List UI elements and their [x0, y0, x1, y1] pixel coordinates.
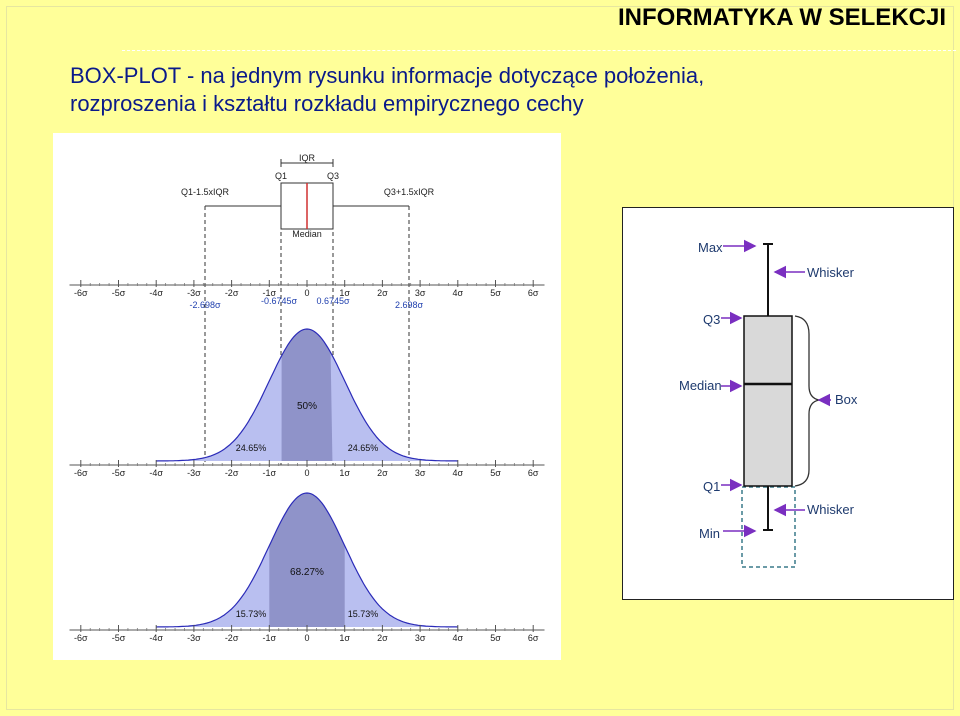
label-box: Box [835, 392, 858, 407]
sigma-axis-bottom: -6σ -5σ -4σ -3σ -2σ -1σ 0 1σ 2σ 3σ 4σ 5σ 6σ [69, 625, 545, 643]
box-brace [794, 315, 820, 487]
sigma-tick-label: 0 [304, 288, 309, 298]
curve2-center-percent: 68.27% [290, 567, 324, 578]
sigma-tick-label: -6σ [74, 288, 88, 298]
sigma-tick-label: 5σ [490, 288, 501, 298]
sigma-tick-label: -1σ [263, 288, 277, 298]
sigma-tick-label: -2σ [225, 633, 239, 643]
sigma-tick-label: 4σ [453, 468, 464, 478]
sigma-tick-label: 3σ [415, 468, 426, 478]
main-box [743, 315, 793, 487]
boxplot-anatomy-svg: Max Whisker Q3 Median Box Q1 Whisker Min [679, 239, 858, 568]
sigma-tick-label: 1σ [339, 288, 350, 298]
sigma-tick-label: 2σ [377, 633, 388, 643]
sigma-tick-label: -3σ [187, 288, 201, 298]
sigma-tick-label: -2σ [225, 288, 239, 298]
sigma-tick-label: -1σ [263, 633, 277, 643]
fence-value-q3: 0.6745σ [316, 296, 350, 306]
sigma-axis-middle: -6σ -5σ -4σ -3σ -2σ -1σ 0 1σ 2σ 3σ 4σ 5σ 6σ [69, 460, 545, 478]
label-median: Median [679, 378, 722, 393]
lower-dashed-box [741, 486, 796, 568]
sigma-axis-top: -6σ -5σ -4σ -3σ -2σ -1σ 0 1σ 2σ 3σ 4σ 5σ 6σ [69, 280, 545, 298]
sigma-tick-label: -5σ [112, 633, 126, 643]
sigma-tick-label: 6σ [528, 633, 539, 643]
iqr-label: IQR [299, 153, 316, 163]
curve-center-band [269, 493, 345, 627]
curve-center-band [281, 329, 333, 461]
fence-value-high: 2.698σ [395, 300, 424, 310]
label-q3: Q3 [703, 312, 720, 327]
sigma-tick-label: -4σ [149, 288, 163, 298]
sigma-tick-label: -6σ [74, 633, 88, 643]
curve1-left-percent: 24.65% [236, 443, 267, 453]
upper-fence-label: Q3+1.5xIQR [384, 187, 435, 197]
sigma-tick-label: -6σ [74, 468, 88, 478]
slide-title-line-1: BOX-PLOT - na jednym rysunku informacje … [70, 63, 705, 88]
sigma-tick-label: 6σ [528, 288, 539, 298]
sigma-tick-label: 1σ [339, 633, 350, 643]
curve1-center-percent: 50% [297, 401, 317, 412]
curve1-right-percent: 24.65% [348, 443, 379, 453]
normal-curve-one-sigma [156, 492, 458, 628]
label-max: Max [698, 240, 723, 255]
sigma-tick-label: 6σ [528, 468, 539, 478]
sigma-tick-label: 1σ [339, 468, 350, 478]
curve2-left-percent: 15.73% [236, 609, 267, 619]
slide-title: BOX-PLOT - na jednym rysunku informacje … [70, 62, 704, 118]
curve-outline [156, 492, 458, 628]
fence-value-q1: -0.6745σ [261, 296, 298, 306]
header-title: INFORMATYKA W SELEKCJI [618, 4, 946, 31]
sigma-tick-label: 0 [304, 633, 309, 643]
label-whisker-bottom: Whisker [807, 502, 855, 517]
sigma-tick-label: -3σ [187, 468, 201, 478]
label-min: Min [699, 526, 720, 541]
sigma-tick-label: -1σ [263, 468, 277, 478]
sigma-tick-label: 2σ [377, 468, 388, 478]
header-divider [122, 50, 956, 51]
mini-boxplot: IQR Q1 Q3 Q1-1.5xIQR Q3+1.5xIQR Median [181, 153, 435, 239]
curve2-right-percent: 15.73% [348, 609, 379, 619]
sigma-tick-label: -5σ [112, 288, 126, 298]
sigma-tick-label: 5σ [490, 468, 501, 478]
sigma-tick-label: -4σ [149, 468, 163, 478]
label-whisker-top: Whisker [807, 265, 855, 280]
fence-value-low: -2.698σ [189, 300, 221, 310]
boxplot-anatomy-figure: Max Whisker Q3 Median Box Q1 Whisker Min [622, 207, 954, 600]
fence-values: -2.698σ -0.6745σ 0.6745σ 2.698σ [189, 296, 423, 310]
normal-curve-quartiles [156, 328, 458, 462]
sigma-tick-label: 4σ [453, 633, 464, 643]
lower-fence-label: Q1-1.5xIQR [181, 187, 230, 197]
sigma-tick-label: 2σ [377, 288, 388, 298]
median-label: Median [292, 229, 322, 239]
curve-outline [156, 328, 458, 462]
sigma-tick-label: 3σ [415, 633, 426, 643]
sigma-tick-label: 3σ [415, 288, 426, 298]
q3-label: Q3 [327, 171, 339, 181]
q1-label: Q1 [275, 171, 287, 181]
sigma-tick-label: -2σ [225, 468, 239, 478]
sigma-tick-label: 4σ [453, 288, 464, 298]
normal-distribution-svg: IQR Q1 Q3 Q1-1.5xIQR Q3+1.5xIQR Median -… [69, 153, 545, 643]
sigma-tick-label: -5σ [112, 468, 126, 478]
slide-title-line-2: rozproszenia i kształtu rozkładu empiryc… [70, 91, 584, 116]
sigma-tick-label: 0 [304, 468, 309, 478]
label-q1: Q1 [703, 479, 720, 494]
sigma-tick-label: -3σ [187, 633, 201, 643]
sigma-tick-label: 5σ [490, 633, 501, 643]
normal-distribution-figure: IQR Q1 Q3 Q1-1.5xIQR Q3+1.5xIQR Median -… [53, 133, 561, 660]
sigma-tick-label: -4σ [149, 633, 163, 643]
